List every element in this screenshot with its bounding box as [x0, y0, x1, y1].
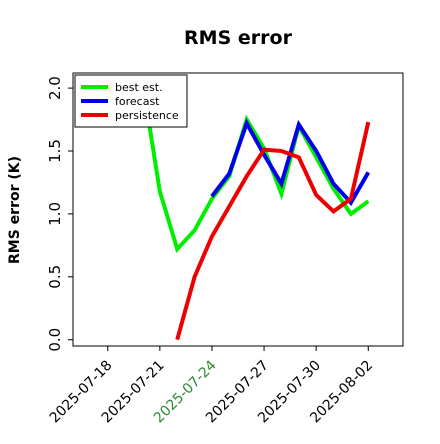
plot-frame	[72, 72, 404, 347]
legend-label-forecast: forecast	[115, 95, 160, 108]
series-group	[140, 81, 371, 341]
y-tick-label: 0.5	[46, 265, 64, 289]
y-tick-label: 1.5	[46, 139, 64, 163]
y-tick-label: 0.0	[46, 328, 64, 352]
legend-label-persistence: persistence	[115, 109, 179, 122]
series-line-persistence	[175, 121, 371, 341]
chart-title: RMS error	[184, 27, 293, 49]
y-tick-label: 2.0	[46, 76, 64, 100]
legend-label-best-est: best est.	[115, 81, 163, 94]
y-axis-label: RMS error (K)	[7, 156, 23, 264]
y-tick-label: 1.0	[46, 202, 64, 226]
series-line-best-est	[140, 81, 370, 254]
